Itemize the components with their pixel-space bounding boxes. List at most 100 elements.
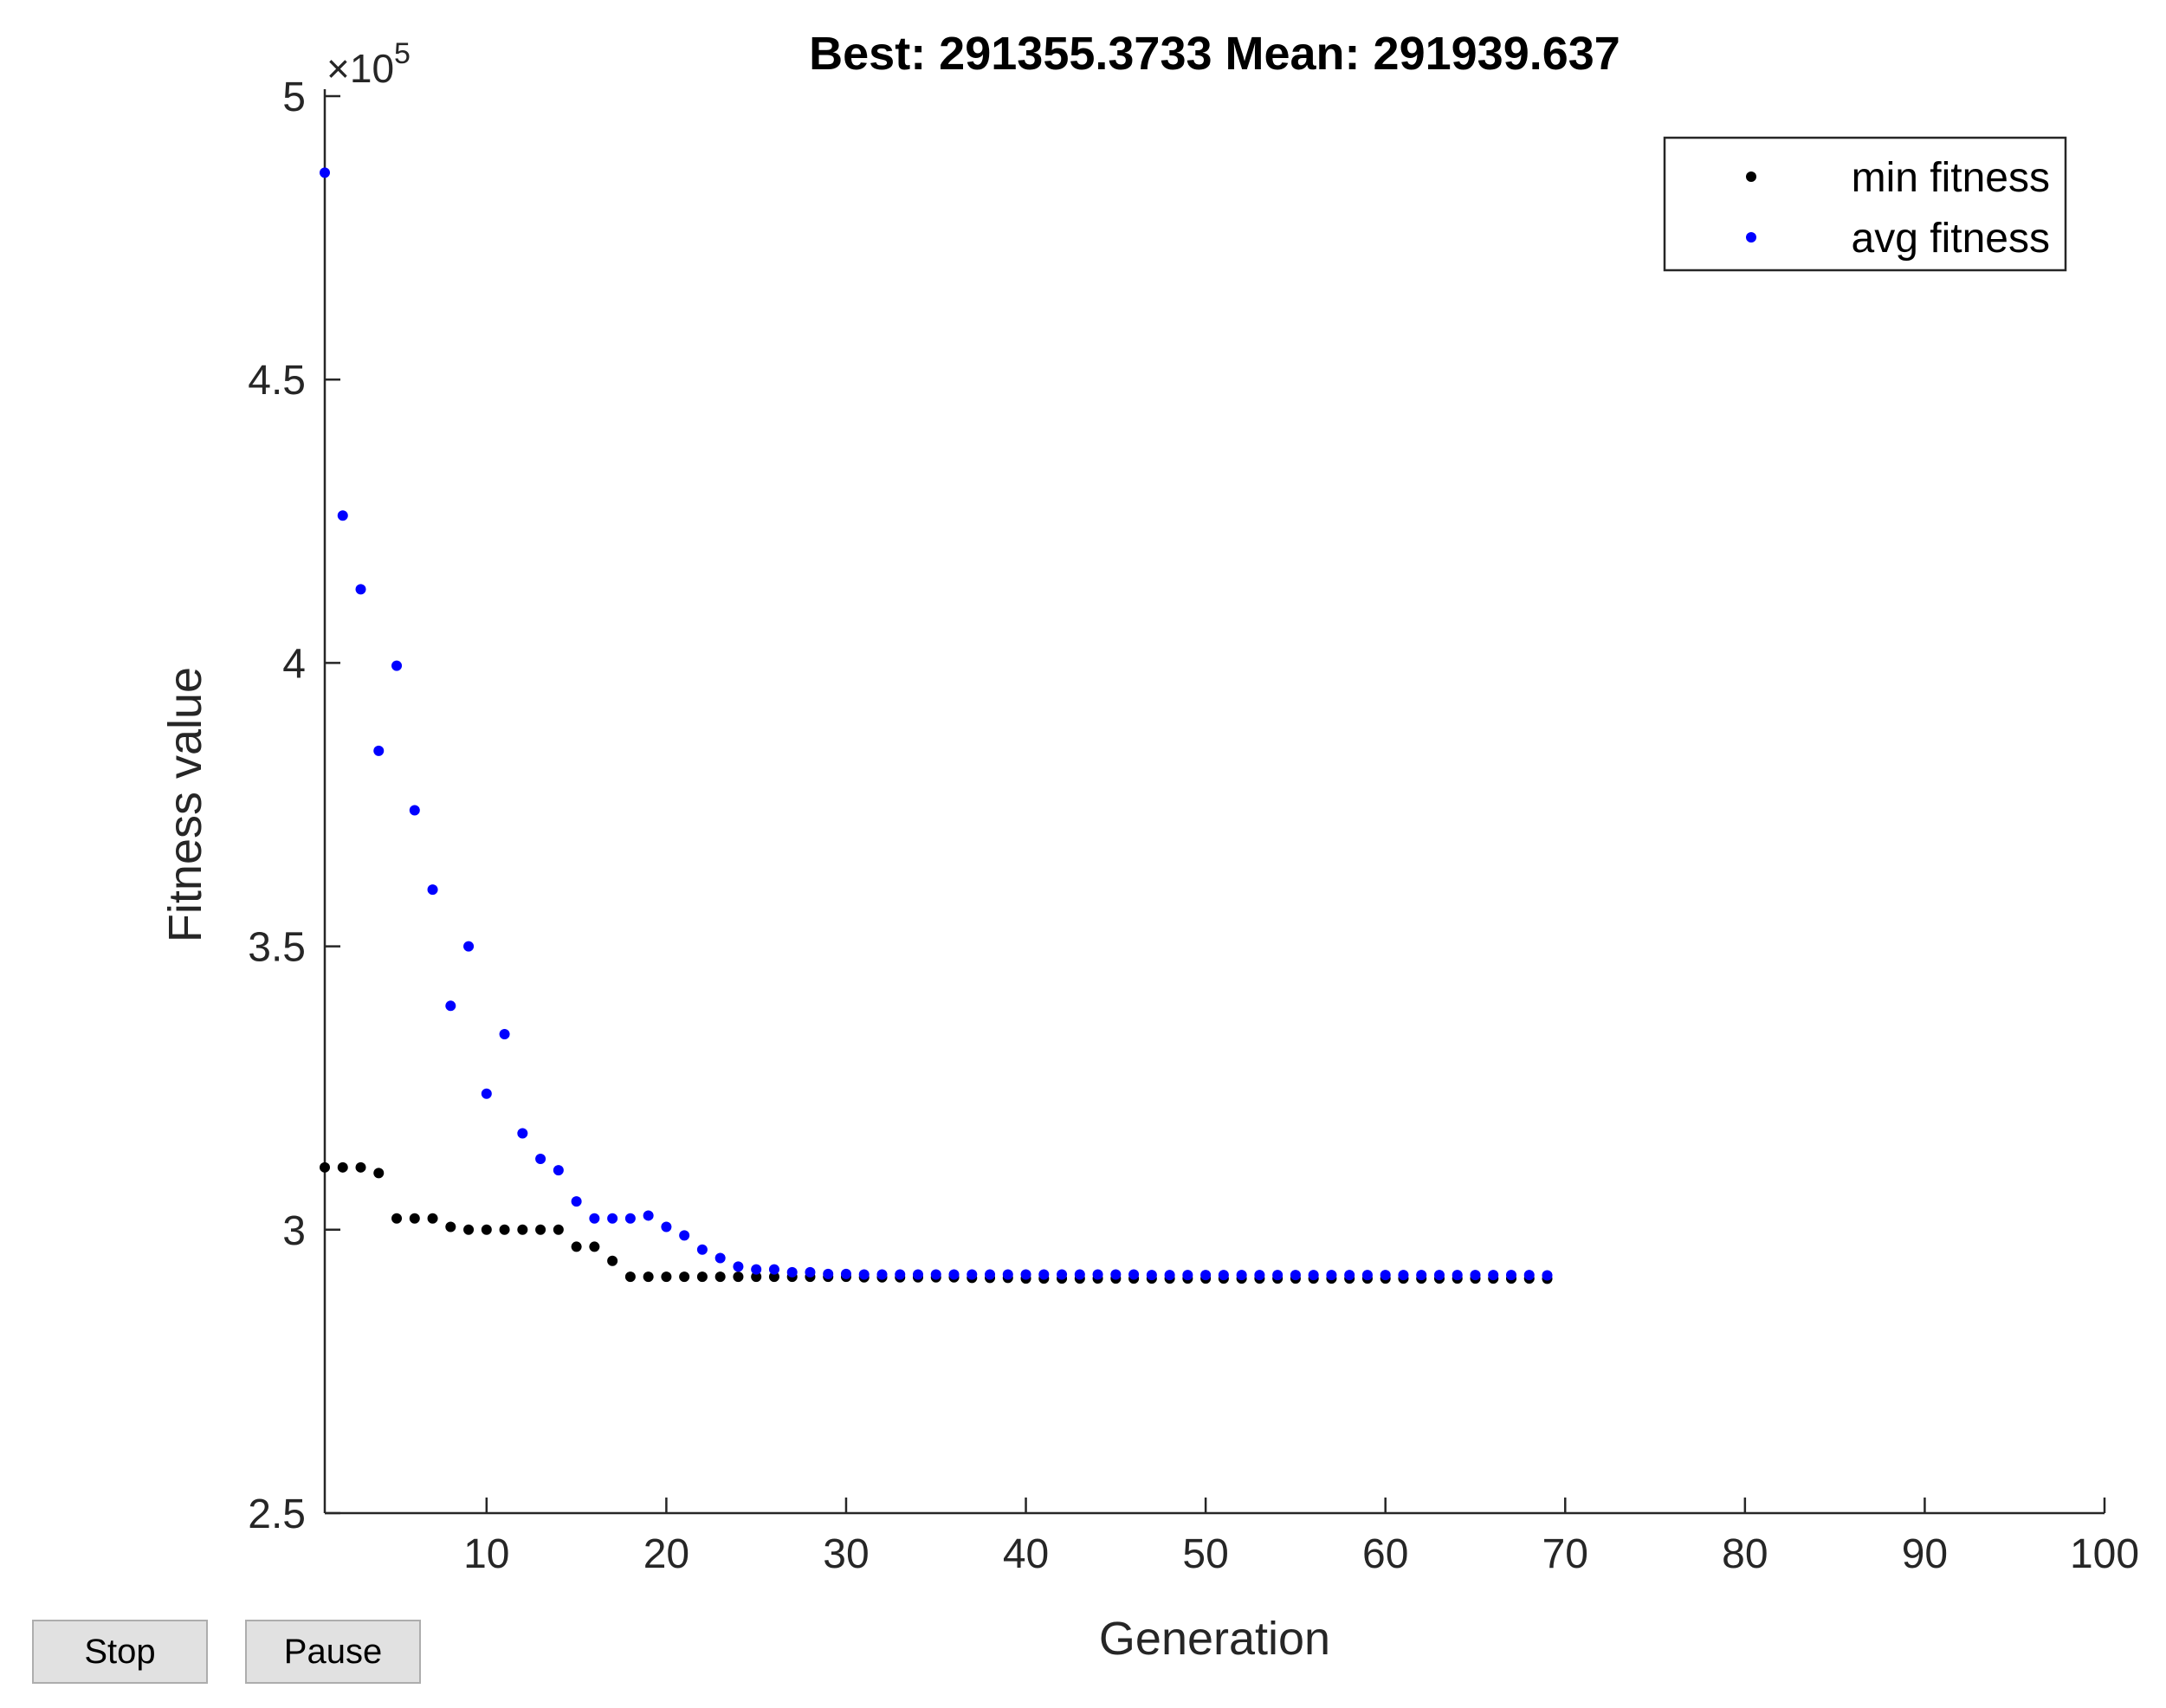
y-tick-label: 3 bbox=[282, 1208, 306, 1254]
legend-marker bbox=[1746, 171, 1756, 182]
data-point bbox=[427, 884, 438, 896]
data-point bbox=[607, 1213, 618, 1224]
data-point bbox=[1523, 1270, 1535, 1281]
data-point bbox=[1218, 1270, 1229, 1281]
data-point bbox=[714, 1271, 726, 1283]
data-point bbox=[1416, 1270, 1427, 1281]
data-point bbox=[1506, 1270, 1516, 1281]
data-point bbox=[1272, 1270, 1283, 1281]
data-point bbox=[463, 941, 475, 952]
data-point bbox=[517, 1128, 528, 1139]
data-point bbox=[714, 1252, 726, 1264]
y-exponent-power: 5 bbox=[394, 37, 411, 70]
data-point bbox=[840, 1268, 851, 1279]
data-point bbox=[895, 1269, 906, 1280]
data-point bbox=[1308, 1270, 1319, 1281]
data-point bbox=[786, 1266, 798, 1278]
y-exponent-label: ×105 bbox=[327, 37, 411, 91]
data-point bbox=[733, 1261, 744, 1272]
data-point bbox=[1164, 1270, 1175, 1281]
x-tick-label: 90 bbox=[1902, 1531, 1948, 1577]
legend: min fitness avg fitness bbox=[1663, 136, 2067, 272]
x-tick-label: 40 bbox=[1003, 1531, 1049, 1577]
data-point bbox=[481, 1088, 492, 1099]
data-point bbox=[1344, 1270, 1355, 1281]
data-point bbox=[373, 1168, 385, 1179]
data-point bbox=[1326, 1270, 1337, 1281]
axes bbox=[323, 89, 2106, 1515]
data-point bbox=[643, 1210, 654, 1221]
data-point bbox=[661, 1271, 672, 1283]
data-point bbox=[1074, 1269, 1085, 1280]
pause-button[interactable]: Pause bbox=[245, 1620, 421, 1684]
data-point bbox=[499, 1224, 510, 1235]
data-point bbox=[876, 1269, 888, 1280]
x-tick-label: 50 bbox=[1182, 1531, 1228, 1577]
x-tick-label: 30 bbox=[823, 1531, 869, 1577]
data-point bbox=[967, 1269, 978, 1280]
data-point bbox=[768, 1271, 779, 1283]
data-point bbox=[589, 1213, 600, 1224]
x-tick-label: 80 bbox=[1722, 1531, 1768, 1577]
data-point bbox=[1470, 1270, 1481, 1281]
data-point bbox=[499, 1029, 510, 1040]
y-axis-label: Fitness value bbox=[159, 667, 211, 942]
data-point bbox=[1254, 1270, 1265, 1281]
legend-marker bbox=[1746, 232, 1756, 243]
x-tick-label: 100 bbox=[2070, 1531, 2139, 1577]
data-point bbox=[930, 1269, 941, 1280]
data-point bbox=[913, 1269, 923, 1280]
data-point bbox=[696, 1271, 708, 1283]
x-tick-label: 70 bbox=[1542, 1531, 1588, 1577]
data-point bbox=[535, 1154, 546, 1164]
data-point bbox=[661, 1221, 672, 1232]
data-point bbox=[553, 1224, 564, 1235]
stop-button[interactable]: Stop bbox=[32, 1620, 208, 1684]
data-point bbox=[805, 1266, 816, 1278]
data-point bbox=[1452, 1270, 1463, 1281]
data-point bbox=[733, 1271, 744, 1283]
data-point bbox=[355, 1161, 366, 1173]
data-point bbox=[337, 1161, 348, 1173]
data-point bbox=[1110, 1269, 1122, 1280]
y-exponent-base: ×10 bbox=[327, 46, 394, 91]
y-tick-label: 2.5 bbox=[248, 1491, 306, 1537]
data-point bbox=[1542, 1270, 1553, 1281]
data-point bbox=[427, 1213, 438, 1224]
series-avg-fitness bbox=[320, 167, 1553, 1281]
data-point bbox=[1182, 1270, 1193, 1281]
data-point bbox=[624, 1213, 636, 1224]
data-point bbox=[517, 1224, 528, 1235]
data-point bbox=[1488, 1270, 1499, 1281]
data-point bbox=[768, 1264, 779, 1275]
data-point bbox=[1038, 1269, 1050, 1280]
data-point bbox=[391, 1213, 403, 1224]
x-axis-label: Generation bbox=[1099, 1613, 1330, 1665]
data-series bbox=[320, 167, 1553, 1284]
data-point bbox=[553, 1165, 564, 1176]
data-point bbox=[1361, 1270, 1373, 1281]
x-tick-label: 60 bbox=[1362, 1531, 1408, 1577]
data-point bbox=[948, 1269, 960, 1280]
y-tick-label: 4 bbox=[282, 641, 306, 687]
legend-box bbox=[1663, 136, 2067, 272]
data-point bbox=[1200, 1270, 1212, 1281]
data-point bbox=[535, 1224, 546, 1235]
x-tick-label: 20 bbox=[643, 1531, 689, 1577]
data-point bbox=[679, 1230, 690, 1241]
data-point bbox=[481, 1224, 492, 1235]
data-point bbox=[445, 1221, 456, 1232]
data-point bbox=[751, 1271, 762, 1283]
data-point bbox=[373, 745, 385, 756]
data-point bbox=[409, 805, 420, 816]
legend-label: avg fitness bbox=[1852, 216, 2050, 262]
data-point bbox=[1020, 1269, 1031, 1280]
data-point bbox=[624, 1271, 636, 1283]
data-point bbox=[463, 1224, 475, 1235]
data-point bbox=[1057, 1269, 1068, 1280]
data-point bbox=[1398, 1270, 1409, 1281]
data-point bbox=[1290, 1270, 1301, 1281]
